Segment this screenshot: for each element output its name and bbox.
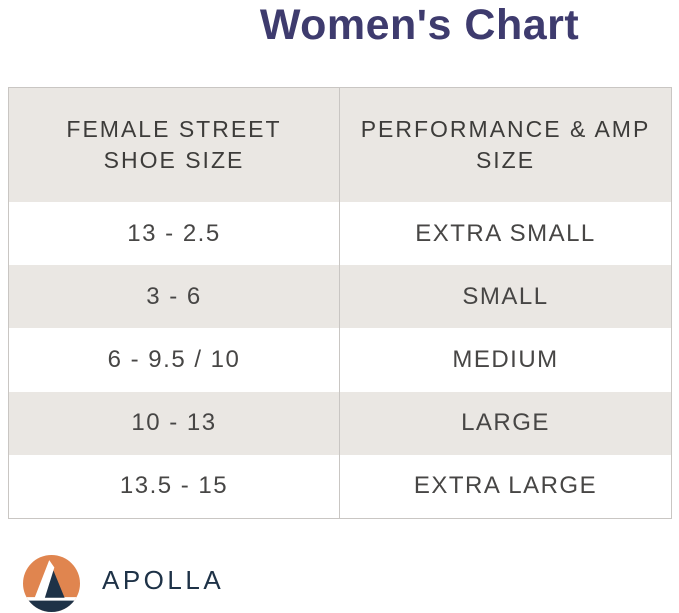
table-cell-sock-size: SMALL — [340, 265, 671, 329]
column-header-line: PERFORMANCE & AMP — [360, 116, 651, 142]
size-chart-table: FEMALE STREET SHOE SIZE PERFORMANCE & AM… — [8, 87, 672, 519]
column-header-line: SHOE SIZE — [103, 147, 245, 173]
column-header-performance-amp-size: PERFORMANCE & AMP SIZE — [340, 88, 671, 202]
column-header-line: SIZE — [475, 147, 536, 173]
table-cell-sock-size: LARGE — [340, 391, 671, 455]
page-title: Women's Chart — [259, 1, 580, 49]
table-cell-sock-size: EXTRA LARGE — [340, 454, 671, 518]
table-cell-sock-size: EXTRA SMALL — [340, 202, 671, 266]
brand-name: APOLLA — [102, 565, 225, 595]
table-cell-shoe-size: 13.5 - 15 — [9, 454, 340, 518]
column-header-shoe-size: FEMALE STREET SHOE SIZE — [9, 88, 340, 202]
column-header-line: FEMALE STREET — [66, 116, 282, 142]
table-cell-shoe-size: 13 - 2.5 — [9, 202, 340, 266]
table-cell-shoe-size: 3 - 6 — [9, 265, 340, 329]
table-cell-shoe-size: 10 - 13 — [9, 391, 340, 455]
brand-footer: APOLLA — [23, 555, 224, 612]
apolla-mountain-a-icon — [23, 555, 80, 612]
table-cell-shoe-size: 6 - 9.5 / 10 — [9, 328, 340, 392]
table-cell-sock-size: MEDIUM — [340, 328, 671, 392]
